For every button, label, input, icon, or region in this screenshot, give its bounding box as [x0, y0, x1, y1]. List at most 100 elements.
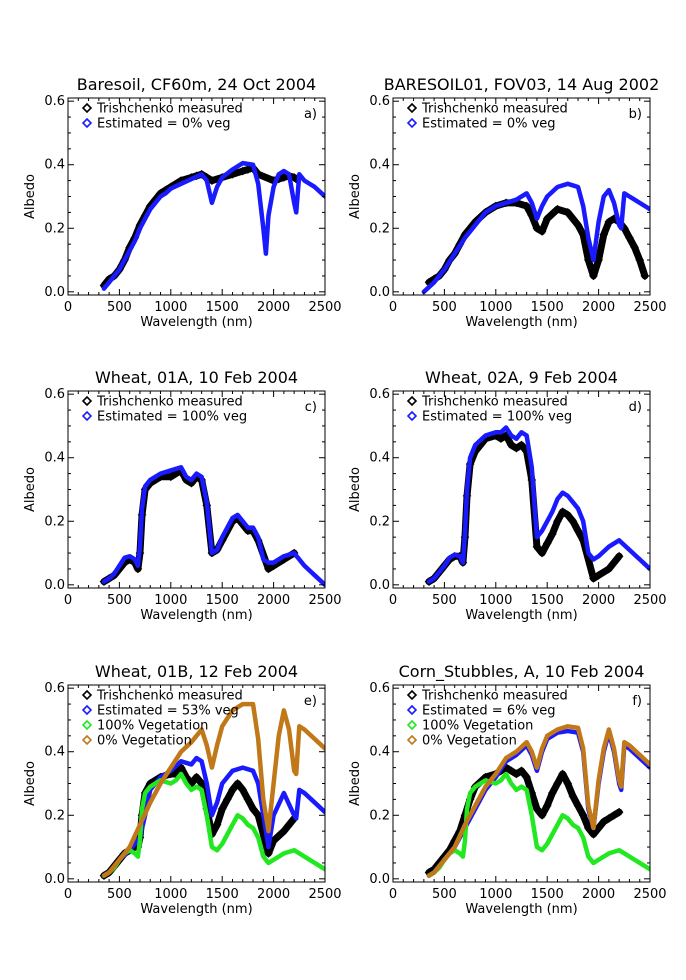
y-tick-label: 0.4 [369, 158, 390, 173]
x-axis-label: Wavelength (nm) [465, 315, 577, 330]
y-tick-label: 0.2 [369, 514, 390, 529]
data-point-measured [589, 574, 598, 583]
x-tick-label: 2500 [308, 887, 341, 902]
plot-area [424, 425, 650, 586]
x-tick-label: 2500 [633, 887, 666, 902]
series-line-veg0 [101, 701, 325, 878]
chart-title: BARESOIL01, FOV03, 14 Aug 2002 [384, 75, 660, 94]
x-tick-label: 1000 [154, 593, 187, 608]
data-point-measured [228, 785, 237, 795]
legend-marker [406, 102, 418, 114]
chart-title: Corn_Stubbles, A, 10 Feb 2004 [399, 662, 645, 682]
data-point-measured [522, 772, 531, 782]
legend-entry: Estimated = 100% veg [97, 410, 247, 425]
data-point-measured [573, 526, 583, 536]
x-tick-label: 0 [64, 593, 72, 608]
series-line-veg100 [426, 771, 650, 878]
data-point-measured [506, 440, 516, 450]
y-axis-label: Albedo [23, 174, 38, 219]
panel-tag: c) [305, 400, 317, 415]
legend-marker [406, 719, 418, 731]
x-tick-label: 1500 [531, 593, 564, 608]
chart-panel-e: Wheat, 01B, 12 Feb 2004 0 500 1000 1500 2000 2… [23, 662, 342, 917]
data-point-measured [517, 440, 526, 450]
x-tick-label: 0 [64, 887, 72, 902]
data-point-measured [284, 820, 294, 830]
panel-tag: f) [632, 694, 642, 709]
panel-tag: a) [304, 107, 317, 122]
x-tick-label: 500 [432, 593, 457, 608]
x-tick-label: 2500 [633, 593, 666, 608]
chart-panel-c: Wheat, 01A, 10 Feb 2004 0 500 1000 1500 2000 2… [23, 368, 342, 623]
data-point-measured [532, 542, 542, 552]
x-tick-label: 1500 [206, 593, 239, 608]
x-tick-label: 2000 [257, 300, 290, 315]
x-tick-label: 1500 [531, 300, 564, 315]
y-tick-label: 0.6 [369, 387, 390, 402]
x-tick-label: 1000 [479, 887, 512, 902]
y-tick-label: 0.0 [369, 285, 390, 300]
data-point-measured [517, 766, 526, 776]
data-point-measured [512, 769, 521, 779]
x-tick-label: 2000 [257, 593, 290, 608]
data-point-measured [532, 223, 542, 233]
data-point-measured [640, 271, 650, 281]
x-axis-label: Wavelength (nm) [465, 608, 577, 623]
y-tick-label: 0.6 [369, 94, 390, 109]
data-point-measured [553, 516, 562, 526]
x-tick-label: 2000 [582, 593, 615, 608]
data-point-measured [563, 779, 573, 788]
legend-marker [81, 117, 93, 129]
legend-marker [406, 704, 418, 716]
x-axis-label: Wavelength (nm) [465, 902, 577, 917]
y-tick-label: 0.0 [44, 285, 65, 300]
legend-marker [406, 734, 418, 746]
data-point-measured [625, 233, 634, 243]
y-tick-label: 0.0 [369, 578, 390, 593]
data-point-measured [522, 201, 531, 211]
legend-entry: Estimated = 0% veg [97, 117, 231, 132]
series-line-measured [425, 431, 623, 586]
y-tick-label: 0.0 [44, 872, 65, 887]
y-tick-label: 0.2 [44, 514, 65, 529]
data-point-measured [604, 564, 614, 574]
legend-entry: 0% Vegetation [422, 734, 517, 749]
data-point-measured [614, 807, 624, 817]
data-point-measured [537, 227, 547, 236]
legend-marker [81, 410, 93, 422]
y-tick-label: 0.6 [44, 681, 65, 696]
series-line-measured [100, 466, 298, 586]
data-point-measured [568, 516, 578, 526]
x-tick-label: 2500 [633, 300, 666, 315]
y-axis-label: Albedo [348, 761, 363, 806]
plot-area [421, 181, 650, 295]
data-point-measured [537, 548, 547, 558]
y-tick-label: 0.2 [44, 808, 65, 823]
x-tick-label: 2000 [257, 887, 290, 902]
legend-entry: Trishchenko measured [421, 395, 568, 410]
legend-entry: Estimated = 0% veg [422, 117, 556, 132]
plot-area [99, 465, 325, 588]
y-tick-label: 0.4 [44, 158, 65, 173]
chart-title: Wheat, 01A, 10 Feb 2004 [95, 368, 298, 387]
data-point-measured [578, 810, 588, 820]
legend-entry: Trishchenko measured [96, 689, 243, 704]
chart-panel-d: Wheat, 02A, 9 Feb 2004 0 500 1000 1500 2000 25… [348, 368, 667, 623]
data-point-measured [583, 255, 593, 265]
legend-entry: 100% Vegetation [422, 719, 533, 734]
y-axis-label: Albedo [23, 761, 38, 806]
data-point-measured [133, 564, 143, 574]
data-point-measured [532, 804, 542, 814]
data-point-measured [573, 801, 583, 811]
y-tick-label: 0.2 [44, 221, 65, 236]
data-point-measured [527, 788, 537, 798]
x-tick-label: 2000 [582, 300, 615, 315]
panel-tag: d) [629, 400, 642, 415]
series-line-estimated [426, 425, 650, 584]
panel-tag: b) [629, 107, 642, 122]
data-point-measured [542, 539, 552, 548]
y-axis-label: Albedo [348, 467, 363, 512]
